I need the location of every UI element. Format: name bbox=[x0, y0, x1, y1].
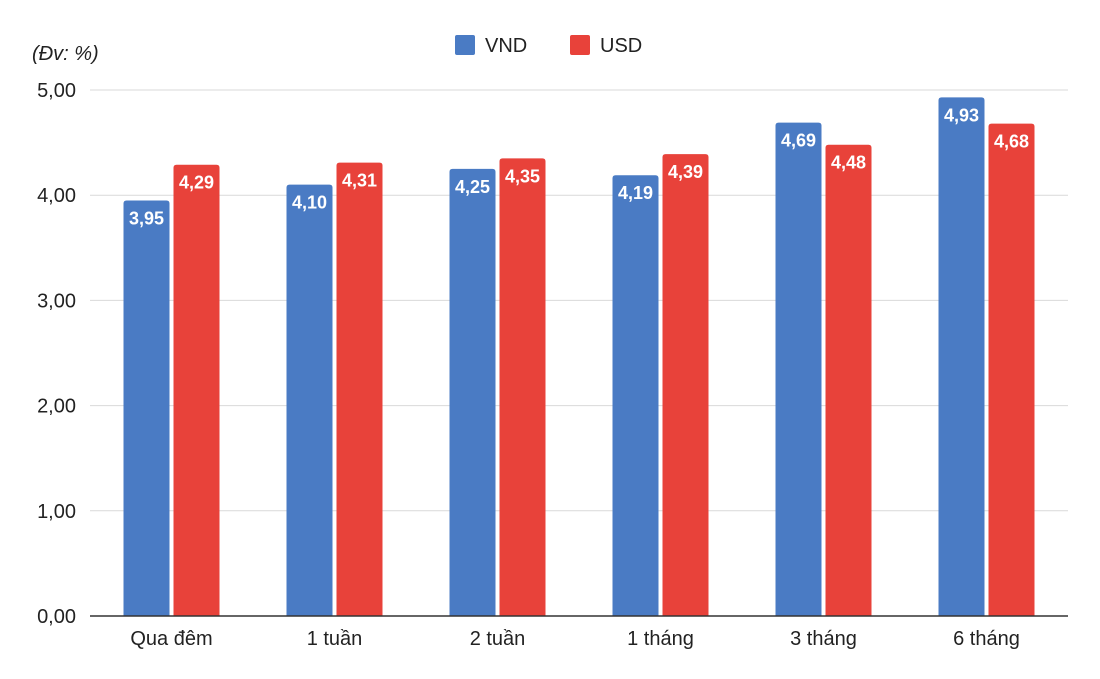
grid-lines bbox=[90, 89, 1068, 512]
bar-usd-0 bbox=[173, 164, 220, 616]
x-category-label: 3 tháng bbox=[790, 628, 857, 650]
legend-label: USD bbox=[600, 35, 642, 57]
bar-vnd-2 bbox=[449, 168, 496, 616]
data-label: 4,68 bbox=[994, 132, 1029, 152]
data-labels: 3,95 4,29 4,10 4,31 4,25 4,35 4,19 4,39 4,69 4,48… bbox=[129, 105, 1029, 228]
y-tick-label: 4,00 bbox=[37, 185, 76, 207]
data-label: 3,95 bbox=[129, 208, 164, 228]
legend: VND USD bbox=[455, 35, 642, 57]
x-axis-categories: Qua đêm 1 tuần 2 tuần 1 tháng 3 tháng 6 tháng bbox=[130, 628, 1020, 650]
bar-usd-5 bbox=[988, 123, 1035, 616]
data-label: 4,31 bbox=[342, 171, 377, 191]
x-category-label: 1 tháng bbox=[627, 628, 694, 650]
bar-vnd-5 bbox=[938, 97, 985, 616]
bar-usd-3 bbox=[662, 154, 709, 616]
bars bbox=[123, 97, 1035, 617]
y-tick-label: 2,00 bbox=[37, 396, 76, 418]
legend-swatch-usd bbox=[570, 35, 590, 55]
data-label: 4,35 bbox=[505, 166, 540, 186]
data-label: 4,48 bbox=[831, 153, 866, 173]
data-label: 4,69 bbox=[781, 131, 816, 151]
data-label: 4,29 bbox=[179, 173, 214, 193]
data-label: 4,93 bbox=[944, 105, 979, 125]
legend-label: VND bbox=[485, 35, 527, 57]
x-category-label: Qua đêm bbox=[130, 628, 212, 650]
y-tick-label: 5,00 bbox=[37, 80, 76, 102]
y-axis-ticks: 0,00 1,00 2,00 3,00 4,00 5,00 bbox=[37, 80, 76, 628]
y-tick-label: 0,00 bbox=[37, 606, 76, 628]
x-category-label: 1 tuần bbox=[307, 628, 363, 650]
legend-swatch-vnd bbox=[455, 35, 475, 55]
bar-vnd-4 bbox=[775, 122, 822, 616]
bar-vnd-1 bbox=[286, 184, 333, 616]
x-category-label: 2 tuần bbox=[470, 628, 526, 650]
y-tick-label: 1,00 bbox=[37, 501, 76, 523]
data-label: 4,19 bbox=[618, 183, 653, 203]
data-label: 4,39 bbox=[668, 162, 703, 182]
bar-usd-2 bbox=[499, 158, 546, 616]
bar-usd-1 bbox=[336, 162, 383, 616]
y-tick-label: 3,00 bbox=[37, 290, 76, 312]
data-label: 4,25 bbox=[455, 177, 490, 197]
bar-vnd-0 bbox=[123, 200, 170, 616]
data-label: 4,10 bbox=[292, 193, 327, 213]
bar-usd-4 bbox=[825, 144, 872, 617]
x-category-label: 6 tháng bbox=[953, 628, 1020, 650]
unit-label: (Đv: %) bbox=[32, 43, 99, 65]
bar-vnd-3 bbox=[612, 175, 659, 616]
